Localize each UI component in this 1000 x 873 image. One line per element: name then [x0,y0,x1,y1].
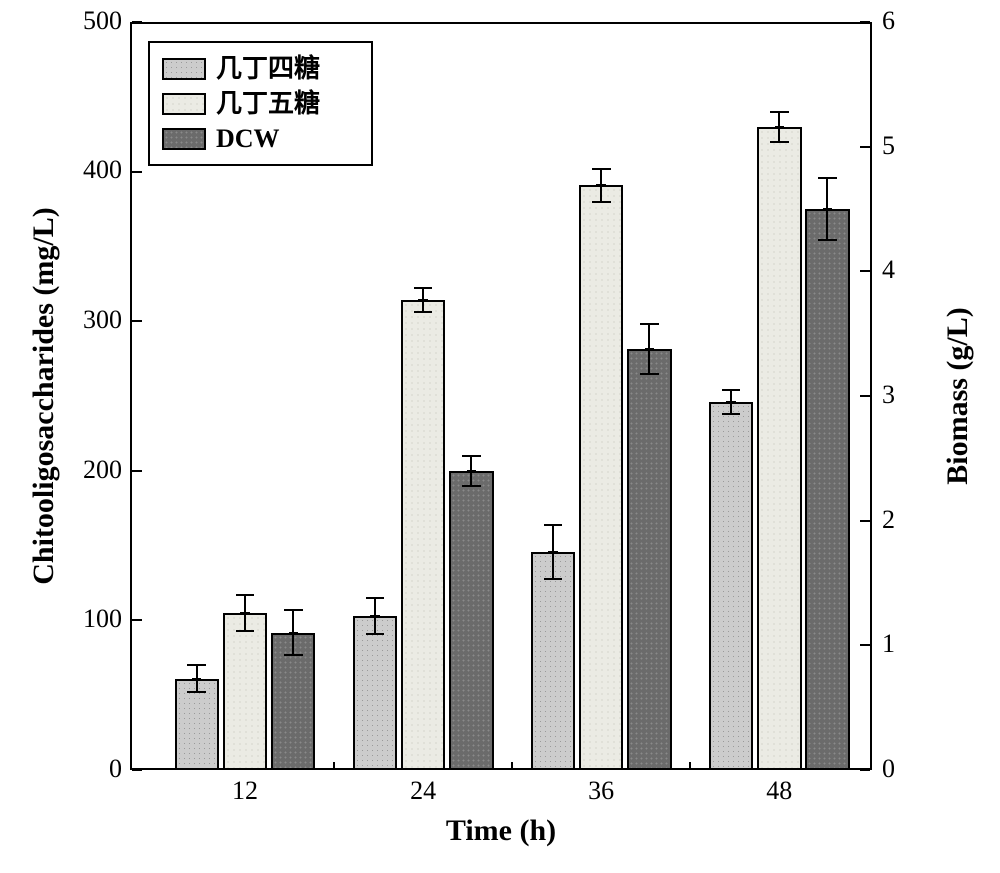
errorbar-mid [289,632,298,634]
errorbar-mid [548,551,557,553]
y-left-tick [132,171,142,173]
y-left-tick-label: 400 [83,155,122,185]
y-left-tick-label: 100 [83,604,122,634]
y-right-tick [860,21,870,23]
errorbar-cap [462,455,481,457]
errorbar-cap [284,654,303,656]
errorbar-mid [467,470,476,472]
y-right-tick [860,769,870,771]
errorbar-cap [414,311,433,313]
y-right-tick [860,644,870,646]
bar-tetra [709,402,754,770]
errorbar-mid [240,612,249,614]
y-right-tick-label: 5 [882,131,895,161]
y-right-tick-label: 0 [882,754,895,784]
legend-label: 几丁五糖 [216,86,320,121]
errorbar-mid [823,208,832,210]
legend-label: DCW [216,121,280,156]
errorbar-cap [284,609,303,611]
y-right-axis-title: Biomass (g/L) [941,307,975,485]
errorbar-cap [187,691,206,693]
errorbar-cap [366,633,385,635]
bar-tetra [353,616,398,770]
y-right-tick-label: 4 [882,255,895,285]
bar-penta [401,300,446,770]
errorbar-cap [818,177,837,179]
errorbar-cap [544,578,563,580]
legend-item-tetra: 几丁四糖 [162,51,359,86]
errorbar-cap [722,389,741,391]
x-minor-tick [689,762,691,768]
y-left-tick [132,320,142,322]
y-left-tick-label: 300 [83,305,122,335]
plot-border-left [130,22,132,770]
errorbar-cap [414,287,433,289]
errorbar-mid [418,299,427,301]
errorbar-mid [192,678,201,680]
errorbar-mid [726,401,735,403]
errorbar-cap [770,111,789,113]
bar-penta [223,613,268,770]
y-left-tick-label: 500 [83,6,122,36]
legend-swatch [162,93,206,115]
x-tick-label: 24 [410,776,436,806]
legend-item-dcw: DCW [162,121,359,156]
y-right-tick-label: 6 [882,6,895,36]
y-right-tick-label: 1 [882,629,895,659]
y-right-tick [860,270,870,272]
x-minor-tick [511,762,513,768]
plot-border-top [130,22,872,24]
legend-label: 几丁四糖 [216,51,320,86]
errorbar-cap [236,594,255,596]
bar-tetra [531,552,576,770]
errorbar-cap [640,373,659,375]
legend: 几丁四糖几丁五糖DCW [148,41,373,166]
y-left-tick-label: 200 [83,455,122,485]
legend-item-penta: 几丁五糖 [162,86,359,121]
plot-border-right [870,22,872,770]
x-tick-label: 36 [588,776,614,806]
errorbar-cap [818,239,837,241]
bar-dcw [805,209,850,770]
x-tick-label: 48 [766,776,792,806]
y-left-tick [132,21,142,23]
errorbar-mid [370,615,379,617]
y-left-axis-title: Chitooligosaccharides (mg/L) [27,207,61,584]
bar-penta [757,127,802,770]
y-right-tick-label: 3 [882,380,895,410]
errorbar-mid [645,348,654,350]
y-left-tick [132,619,142,621]
errorbar-mid [775,126,784,128]
x-tick-label: 12 [232,776,258,806]
errorbar-cap [592,168,611,170]
legend-swatch [162,58,206,80]
y-right-tick [860,146,870,148]
y-left-tick [132,769,142,771]
errorbar-mid [596,184,605,186]
errorbar-cap [236,630,255,632]
bar-penta [579,185,624,770]
errorbar-cap [770,141,789,143]
y-left-tick-label: 0 [109,754,122,784]
legend-swatch [162,128,206,150]
errorbar-cap [462,485,481,487]
y-left-tick [132,470,142,472]
errorbar-cap [722,413,741,415]
y-right-tick [860,520,870,522]
bar-dcw [627,349,672,770]
bar-dcw [449,471,494,770]
errorbar-cap [640,323,659,325]
x-axis-title: Time (h) [446,814,556,848]
chart-stage: Chitooligosaccharides (mg/L) Biomass (g/… [0,0,1000,873]
y-right-tick [860,395,870,397]
errorbar-cap [544,524,563,526]
errorbar-cap [592,201,611,203]
errorbar-cap [366,597,385,599]
errorbar-cap [187,664,206,666]
y-right-tick-label: 2 [882,505,895,535]
x-minor-tick [333,762,335,768]
